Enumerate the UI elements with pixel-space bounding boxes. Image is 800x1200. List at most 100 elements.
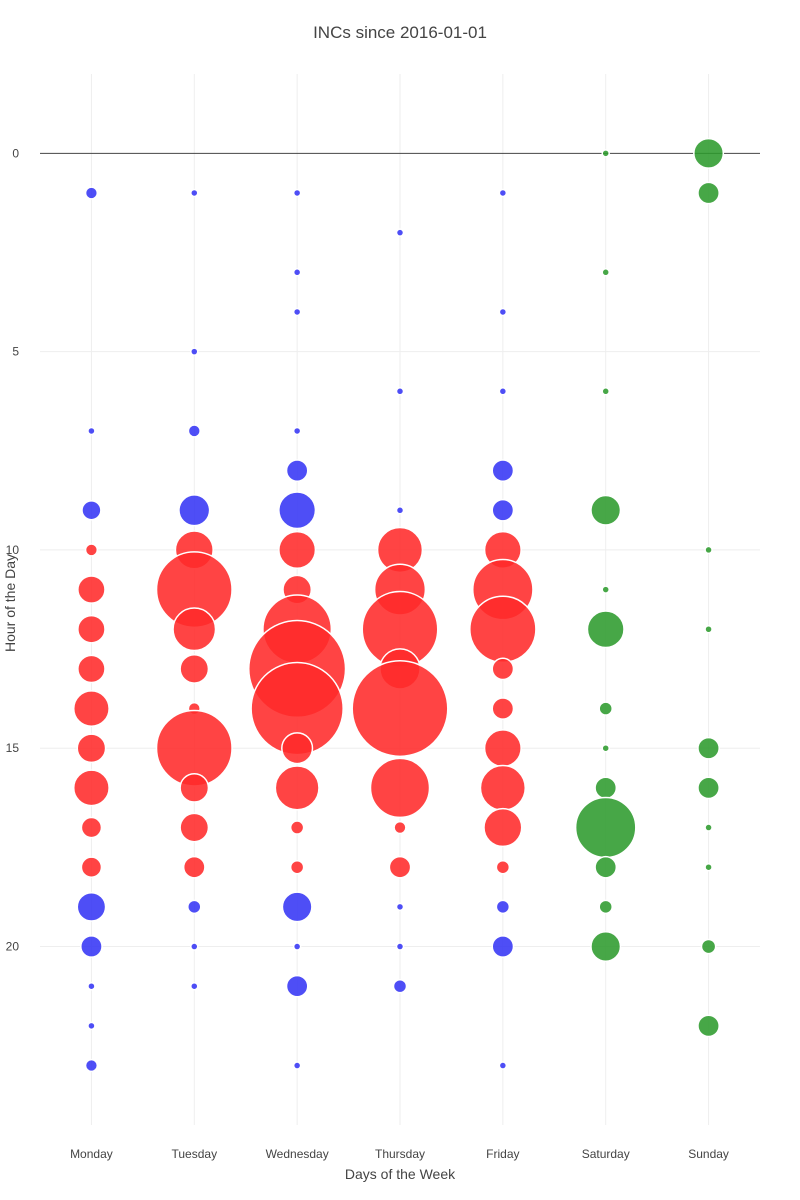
bubble-point — [292, 268, 302, 277]
bubble-point — [491, 498, 515, 522]
bubble-point — [395, 387, 405, 396]
bubble-point — [292, 307, 302, 317]
bubble-point — [598, 899, 613, 915]
bubble-point — [87, 426, 96, 436]
bubble-point — [704, 624, 713, 634]
bubble-point — [292, 188, 302, 198]
bubble-point — [491, 935, 515, 958]
y-tick-label: 10 — [6, 543, 20, 557]
bubble-point — [601, 743, 610, 753]
bubble-point — [179, 812, 210, 843]
bubble-point — [179, 653, 210, 684]
bubble-point — [72, 690, 110, 728]
bubble-point — [77, 654, 106, 684]
bubble-point — [697, 736, 720, 760]
bubble-point — [77, 575, 106, 604]
bubble-point — [292, 942, 302, 951]
bubble-point — [395, 228, 405, 237]
x-tick-label: Thursday — [375, 1147, 425, 1161]
bubble-point — [190, 942, 199, 951]
bubble-point — [87, 981, 96, 991]
bubble-point — [479, 764, 527, 812]
y-tick-label: 20 — [6, 940, 20, 954]
x-tick-label: Saturday — [582, 1147, 630, 1161]
bubble-point — [395, 902, 405, 912]
bubble-point — [704, 823, 713, 832]
bubble-point — [292, 1061, 302, 1070]
bubble-point — [190, 981, 199, 991]
bubble-point — [87, 1021, 96, 1031]
bubble-point — [704, 862, 713, 872]
bubble-point — [274, 765, 320, 811]
bubble-point — [190, 188, 199, 198]
chart-title: INCs since 2016-01-01 — [313, 23, 487, 42]
bubble-point — [704, 545, 713, 555]
x-tick-label: Monday — [70, 1147, 113, 1161]
bubble-point — [693, 137, 725, 169]
bubble-point — [80, 856, 103, 878]
y-axis-title: Hour of the Day — [2, 554, 18, 652]
tick-layer: Monday Tuesday Wednesday Thursday Friday Satu… — [6, 146, 729, 1161]
bubble-point — [590, 494, 622, 526]
bubble-point — [469, 595, 537, 664]
bubble-point — [289, 820, 305, 835]
bubble-point — [84, 186, 99, 200]
bubble-point — [495, 859, 511, 875]
y-tick-label: 5 — [12, 345, 19, 359]
bubble-point — [285, 974, 309, 998]
bubble-point — [190, 347, 199, 356]
bubble-point — [84, 543, 99, 557]
bubble-point — [388, 855, 412, 879]
bubble-point — [179, 772, 210, 803]
bubble-point — [601, 268, 610, 277]
bubble-point — [598, 701, 613, 716]
bubble-point — [84, 1058, 99, 1073]
bubble-point — [72, 769, 110, 807]
bubble-point — [498, 188, 508, 198]
bubble-point — [76, 733, 107, 764]
bubble-point — [590, 931, 622, 963]
bubble-point — [574, 796, 637, 859]
bubble-point — [77, 614, 106, 644]
bubble-point — [289, 859, 305, 875]
x-tick-label: Tuesday — [171, 1147, 217, 1161]
bubble-point — [697, 181, 720, 205]
bubble-point — [182, 855, 206, 879]
bubble-point — [278, 530, 317, 569]
bubble-point — [495, 899, 511, 915]
bubble-point — [369, 757, 431, 819]
bubble-point — [483, 807, 523, 848]
bubble-point — [80, 816, 103, 839]
bubble-point — [594, 855, 618, 879]
bubble-point — [178, 494, 211, 527]
bubble-point — [601, 585, 610, 594]
bubble-point — [392, 978, 408, 994]
bubble-point — [697, 1014, 720, 1038]
y-tick-label: 0 — [12, 146, 19, 160]
bubble-point — [81, 500, 102, 521]
bubble-point — [491, 657, 515, 681]
bubble-point — [498, 387, 508, 396]
bubble-point — [281, 891, 313, 923]
bubble-point — [76, 891, 107, 922]
bubble-point — [491, 459, 515, 482]
bubble-point — [697, 776, 720, 800]
bubble-point — [172, 607, 217, 652]
bubble-point — [285, 459, 309, 482]
bubble-point — [187, 424, 201, 438]
bubble-point — [292, 426, 302, 436]
x-tick-label: Wednesday — [266, 1147, 329, 1161]
bubble-point — [483, 729, 522, 768]
bubble-point — [594, 776, 618, 800]
bubble-point — [498, 307, 508, 317]
x-axis-title: Days of the Week — [345, 1166, 456, 1182]
bubble-point — [601, 387, 610, 396]
bubble-point — [281, 732, 314, 765]
bubble-point — [395, 506, 405, 515]
bubble-point — [80, 935, 103, 958]
bubble-point — [187, 899, 202, 915]
x-tick-label: Friday — [486, 1147, 519, 1161]
bubble-point — [395, 942, 405, 951]
y-tick-label: 15 — [6, 741, 20, 755]
